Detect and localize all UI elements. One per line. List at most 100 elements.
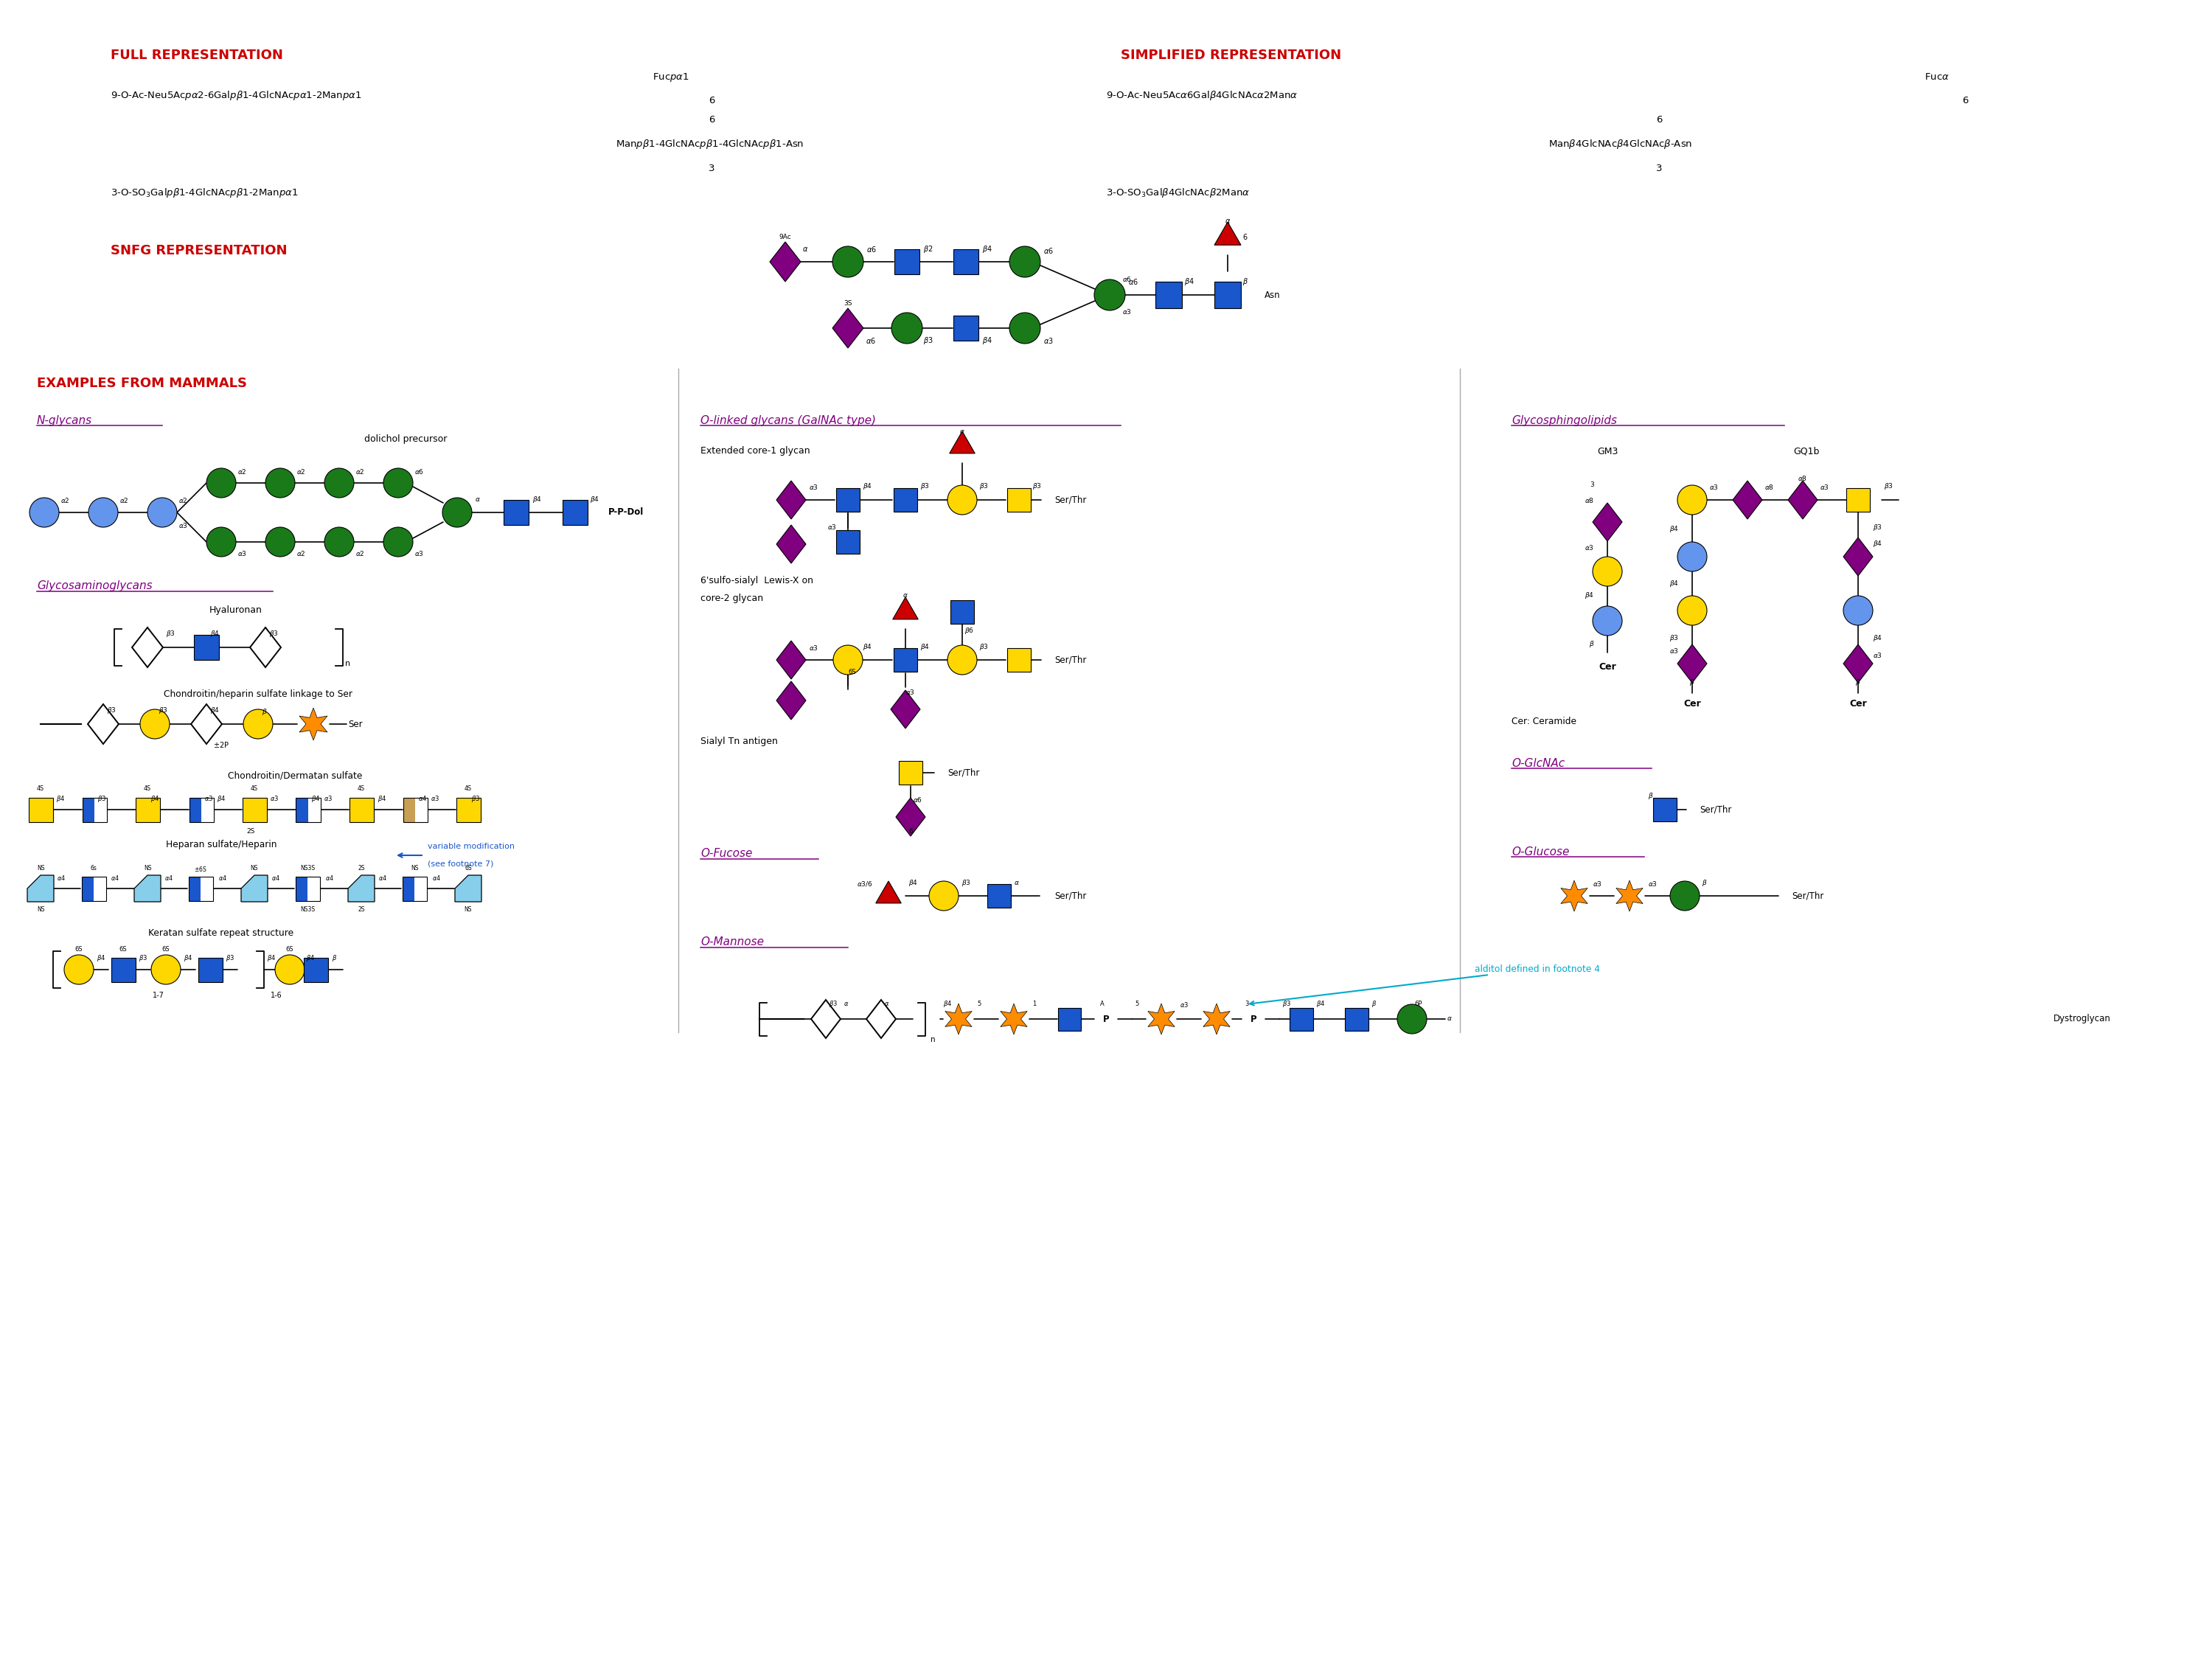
Text: Sialyl Tn antigen: Sialyl Tn antigen (701, 737, 779, 747)
Text: $\alpha$3: $\alpha$3 (204, 795, 212, 803)
Text: core-2 glycan: core-2 glycan (701, 594, 763, 604)
Text: GM3: GM3 (1597, 446, 1617, 456)
Text: Fuc$p\alpha$1: Fuc$p\alpha$1 (653, 71, 690, 83)
Polygon shape (135, 876, 161, 902)
Polygon shape (836, 488, 860, 511)
Text: 1-7: 1-7 (153, 992, 164, 999)
Polygon shape (562, 499, 588, 524)
Text: $\alpha$4: $\alpha$4 (325, 874, 334, 883)
Polygon shape (949, 431, 975, 453)
Circle shape (148, 498, 177, 528)
Text: $\alpha$3: $\alpha$3 (1584, 542, 1595, 551)
Polygon shape (29, 798, 53, 821)
Text: $\alpha$4: $\alpha$4 (418, 795, 427, 803)
Text: $\beta$4: $\beta$4 (982, 335, 993, 345)
Text: $\alpha$8: $\alpha$8 (1584, 496, 1595, 504)
Text: 6: 6 (1657, 114, 1661, 124)
Polygon shape (1290, 1007, 1314, 1030)
Polygon shape (945, 1004, 971, 1035)
Text: $\beta$4: $\beta$4 (210, 629, 219, 639)
Text: $\beta$3: $\beta$3 (1033, 481, 1042, 491)
Polygon shape (307, 876, 319, 901)
Text: $\alpha$6: $\alpha$6 (414, 468, 425, 476)
Polygon shape (1057, 1007, 1079, 1030)
Text: $\alpha$: $\alpha$ (476, 496, 480, 503)
Text: NS: NS (250, 866, 259, 873)
Text: Ser/Thr: Ser/Thr (1055, 655, 1086, 665)
Text: 9Ac: 9Ac (779, 234, 792, 241)
Polygon shape (135, 798, 159, 821)
Text: Ser/Thr: Ser/Thr (1792, 891, 1823, 901)
Circle shape (1593, 557, 1621, 586)
Text: Keratan sulfate repeat structure: Keratan sulfate repeat structure (148, 927, 294, 937)
Text: Extended core-1 glycan: Extended core-1 glycan (701, 446, 810, 456)
Text: $\alpha$4: $\alpha$4 (111, 874, 119, 883)
Circle shape (274, 956, 305, 984)
Circle shape (947, 645, 978, 675)
Text: $\alpha$3: $\alpha$3 (1670, 647, 1679, 654)
Text: $\alpha$: $\alpha$ (885, 1000, 889, 1007)
Polygon shape (1593, 503, 1621, 541)
Text: $\alpha$4: $\alpha$4 (219, 874, 228, 883)
Text: $\alpha$4: $\alpha$4 (378, 874, 387, 883)
Text: P: P (1250, 1014, 1256, 1024)
Polygon shape (82, 876, 93, 901)
Text: $\beta$4: $\beta$4 (210, 707, 219, 715)
Text: $\beta$3: $\beta$3 (1885, 481, 1893, 491)
Text: $\beta$6: $\beta$6 (964, 625, 973, 635)
Text: $\alpha$2: $\alpha$2 (179, 496, 188, 504)
Polygon shape (1000, 1004, 1026, 1035)
Text: $\beta$3: $\beta$3 (159, 707, 168, 715)
Text: $\beta$4: $\beta$4 (217, 793, 226, 803)
Polygon shape (241, 876, 268, 902)
Polygon shape (1006, 488, 1031, 511)
Text: NS3S: NS3S (301, 866, 314, 873)
Polygon shape (504, 499, 529, 524)
Text: $\beta$3: $\beta$3 (270, 629, 279, 639)
Polygon shape (1617, 881, 1644, 911)
Text: $\alpha$4: $\alpha$4 (431, 874, 440, 883)
Text: $\alpha$: $\alpha$ (803, 246, 807, 252)
Polygon shape (898, 761, 922, 785)
Text: $\alpha$2: $\alpha$2 (296, 468, 305, 476)
Text: $\alpha$: $\alpha$ (902, 592, 909, 599)
Text: Chondroitin/Dermatan sulfate: Chondroitin/Dermatan sulfate (228, 771, 363, 780)
Text: Cer: Cer (1683, 700, 1701, 708)
Text: $\alpha$3: $\alpha$3 (1179, 1000, 1188, 1009)
Text: alditol defined in footnote 4: alditol defined in footnote 4 (1475, 966, 1599, 974)
Text: 4S: 4S (250, 786, 259, 793)
Text: 6P: 6P (1413, 1000, 1422, 1007)
Text: 2S: 2S (358, 906, 365, 912)
Text: $\beta$3: $\beta$3 (1283, 999, 1292, 1009)
Circle shape (1670, 881, 1699, 911)
Text: $\alpha$4: $\alpha$4 (58, 874, 66, 883)
Text: 6S: 6S (119, 946, 126, 952)
Text: $\beta$: $\beta$ (1856, 677, 1860, 687)
Text: 4S: 4S (465, 786, 471, 793)
Polygon shape (1843, 644, 1874, 684)
Text: EXAMPLES FROM MAMMALS: EXAMPLES FROM MAMMALS (38, 377, 248, 390)
Text: Dystroglycan: Dystroglycan (2053, 1014, 2110, 1024)
Text: $\alpha$3: $\alpha$3 (179, 521, 188, 529)
Text: $\alpha$3: $\alpha$3 (270, 795, 279, 803)
Circle shape (1009, 246, 1040, 277)
Text: SIMPLIFIED REPRESENTATION: SIMPLIFIED REPRESENTATION (1121, 48, 1340, 61)
Circle shape (265, 468, 294, 498)
Text: $\beta$4: $\beta$4 (184, 954, 192, 964)
Text: $\alpha$: $\alpha$ (1225, 217, 1230, 226)
Text: 4S: 4S (144, 786, 150, 793)
Text: P: P (1104, 1014, 1108, 1024)
Text: $\beta$4: $\beta$4 (305, 954, 314, 964)
Polygon shape (296, 798, 307, 821)
Text: NS: NS (38, 906, 44, 912)
Text: $\beta$: $\beta$ (1588, 639, 1595, 649)
Text: Ser/Thr: Ser/Thr (1699, 805, 1732, 815)
Polygon shape (188, 798, 201, 821)
Text: $\beta$: $\beta$ (1243, 277, 1248, 287)
Circle shape (383, 528, 414, 557)
Text: Heparan sulfate/Heparin: Heparan sulfate/Heparin (166, 839, 276, 849)
Text: $\beta$3: $\beta$3 (980, 481, 989, 491)
Text: $\beta$3: $\beta$3 (1874, 523, 1882, 533)
Text: Man$p\beta$1-4GlcNAc$p\beta$1-4GlcNAc$p\beta$1-Asn: Man$p\beta$1-4GlcNAc$p\beta$1-4GlcNAc$p\… (615, 138, 803, 149)
Text: 6S: 6S (285, 946, 294, 952)
